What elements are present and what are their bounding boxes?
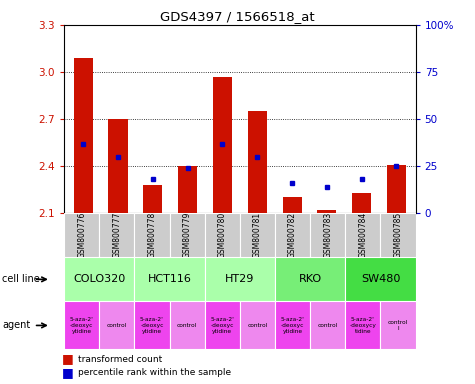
Text: 5-aza-2'
-deoxycy
tidine: 5-aza-2' -deoxycy tidine xyxy=(350,317,376,334)
Text: transformed count: transformed count xyxy=(78,354,162,364)
Text: 5-aza-2'
-deoxyc
ytidine: 5-aza-2' -deoxyc ytidine xyxy=(210,317,234,334)
Bar xyxy=(317,210,336,213)
Text: GDS4397 / 1566518_at: GDS4397 / 1566518_at xyxy=(160,10,315,23)
Text: HT29: HT29 xyxy=(225,274,255,285)
Text: 5-aza-2'
-deoxyc
ytidine: 5-aza-2' -deoxyc ytidine xyxy=(281,317,304,334)
Bar xyxy=(380,213,416,257)
Text: control: control xyxy=(107,323,127,328)
Text: GSM800776: GSM800776 xyxy=(77,212,86,258)
Bar xyxy=(345,301,380,349)
Bar xyxy=(387,164,406,213)
Bar xyxy=(74,58,93,213)
Bar xyxy=(205,257,275,301)
Bar xyxy=(240,213,275,257)
Bar xyxy=(205,301,240,349)
Text: ■: ■ xyxy=(62,366,74,379)
Bar xyxy=(170,213,205,257)
Text: agent: agent xyxy=(2,320,30,331)
Text: GSM800784: GSM800784 xyxy=(359,212,367,258)
Text: RKO: RKO xyxy=(299,274,322,285)
Bar xyxy=(64,301,99,349)
Text: GSM800780: GSM800780 xyxy=(218,212,227,258)
Bar xyxy=(275,257,345,301)
Bar xyxy=(275,213,310,257)
Text: percentile rank within the sample: percentile rank within the sample xyxy=(78,368,231,377)
Bar xyxy=(178,166,197,213)
Text: GSM800779: GSM800779 xyxy=(183,212,191,258)
Text: SW480: SW480 xyxy=(361,274,400,285)
Bar xyxy=(310,301,345,349)
Bar xyxy=(170,301,205,349)
Bar xyxy=(240,301,275,349)
Text: control
l: control l xyxy=(388,320,408,331)
Bar xyxy=(275,301,310,349)
Text: ■: ■ xyxy=(62,353,74,366)
Bar xyxy=(143,185,162,213)
Bar xyxy=(99,213,134,257)
Text: COLO320: COLO320 xyxy=(73,274,125,285)
Bar xyxy=(213,77,232,213)
Text: 5-aza-2'
-deoxyc
ytidine: 5-aza-2' -deoxyc ytidine xyxy=(140,317,164,334)
Bar xyxy=(205,213,240,257)
Bar xyxy=(99,301,134,349)
Text: GSM800785: GSM800785 xyxy=(394,212,402,258)
Text: GSM800777: GSM800777 xyxy=(113,212,121,258)
Bar xyxy=(108,119,128,213)
Bar xyxy=(134,257,205,301)
Text: cell line: cell line xyxy=(2,274,40,285)
Text: GSM800782: GSM800782 xyxy=(288,212,297,258)
Text: control: control xyxy=(318,323,338,328)
Text: GSM800781: GSM800781 xyxy=(253,212,262,258)
Bar xyxy=(352,193,371,213)
Text: GSM800778: GSM800778 xyxy=(148,212,156,258)
Bar xyxy=(134,213,170,257)
Bar xyxy=(345,213,380,257)
Text: GSM800783: GSM800783 xyxy=(323,212,332,258)
Bar xyxy=(64,213,99,257)
Bar xyxy=(64,257,134,301)
Bar xyxy=(345,257,416,301)
Bar xyxy=(310,213,345,257)
Bar xyxy=(134,301,170,349)
Text: control: control xyxy=(177,323,197,328)
Text: control: control xyxy=(247,323,267,328)
Text: HCT116: HCT116 xyxy=(148,274,191,285)
Bar xyxy=(247,111,267,213)
Bar xyxy=(380,301,416,349)
Text: 5-aza-2'
-deoxyc
ytidine: 5-aza-2' -deoxyc ytidine xyxy=(70,317,94,334)
Bar xyxy=(283,197,302,213)
